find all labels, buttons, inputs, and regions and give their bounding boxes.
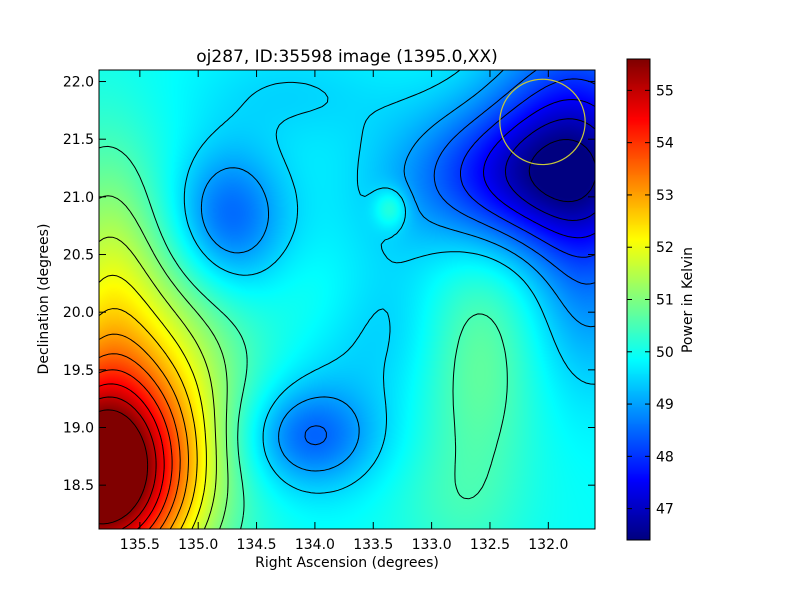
contour-line <box>483 99 596 239</box>
contour-line <box>304 69 596 446</box>
x-tick-label: 132.5 <box>470 537 510 553</box>
contour-line <box>98 409 149 525</box>
colorbar-tick-label: 52 <box>656 240 674 256</box>
y-tick-label: 20.5 <box>63 248 94 264</box>
contour-line <box>98 333 189 530</box>
plot-frame <box>98 69 596 530</box>
colorbar-tick-label: 54 <box>656 136 674 152</box>
colorbar-tick-label: 50 <box>656 345 674 361</box>
colorbar-gradient <box>627 59 650 540</box>
colorbar-tick-label: 49 <box>656 397 674 413</box>
contour-lines <box>98 69 596 530</box>
contour-line <box>98 236 217 530</box>
y-tick-label: 19.5 <box>63 363 94 379</box>
chart-title: oj287, ID:35598 image (1395.0,XX) <box>196 47 498 67</box>
y-tick-label: 21.5 <box>63 132 94 148</box>
x-tick-label: 133.5 <box>353 537 393 553</box>
contour-line <box>98 396 157 530</box>
x-axis-label: Right Ascension (degrees) <box>255 555 439 571</box>
contour-line <box>460 78 596 258</box>
colorbar-tick-label: 51 <box>656 293 674 309</box>
colorbar-label: Power in Kelvin <box>680 247 696 353</box>
y-axis-label: Declination (degrees) <box>36 224 52 375</box>
colorbar-tick-label: 55 <box>656 83 674 99</box>
colorbar-tick-label: 47 <box>656 502 674 518</box>
y-tick-label: 22.0 <box>63 75 94 91</box>
contour-line <box>200 69 596 472</box>
colorbar-ticks: 47 48 49 50 51 52 53 54 55 <box>627 83 674 518</box>
y-axis: 18.5 19.0 19.5 20.0 20.5 21.0 21.5 22.0 <box>63 75 595 494</box>
beam-marker <box>499 78 586 166</box>
y-tick-label: 21.0 <box>63 190 94 206</box>
contour-line <box>98 383 165 530</box>
contour-line <box>98 274 207 530</box>
colorbar: 47 48 49 50 51 52 53 54 55 Power in Kelvin <box>626 58 696 541</box>
contour-line <box>98 195 229 530</box>
y-tick-label: 19.0 <box>63 421 94 437</box>
contour-line <box>98 308 198 530</box>
x-tick-label: 135.0 <box>178 537 218 553</box>
x-tick-label: 134.0 <box>295 537 335 553</box>
y-tick-label: 20.0 <box>63 305 94 321</box>
y-tick-label: 18.5 <box>63 478 94 494</box>
x-tick-label: 135.5 <box>120 537 160 553</box>
contour-line <box>98 145 508 530</box>
colorbar-tick-label: 48 <box>656 449 674 465</box>
contour-line <box>98 369 173 530</box>
x-tick-label: 133.0 <box>412 537 452 553</box>
contour-line <box>504 118 596 221</box>
heatmap-image <box>99 70 595 529</box>
contour-line <box>98 353 181 530</box>
x-tick-label: 132.0 <box>528 537 568 553</box>
colorbar-tick-label: 53 <box>656 188 674 204</box>
x-axis: 135.5 135.0 134.5 134.0 133.5 133.0 132.5 132.0 <box>120 70 568 553</box>
x-tick-label: 134.5 <box>237 537 277 553</box>
plot-area <box>98 69 596 530</box>
contour-line <box>183 69 596 494</box>
